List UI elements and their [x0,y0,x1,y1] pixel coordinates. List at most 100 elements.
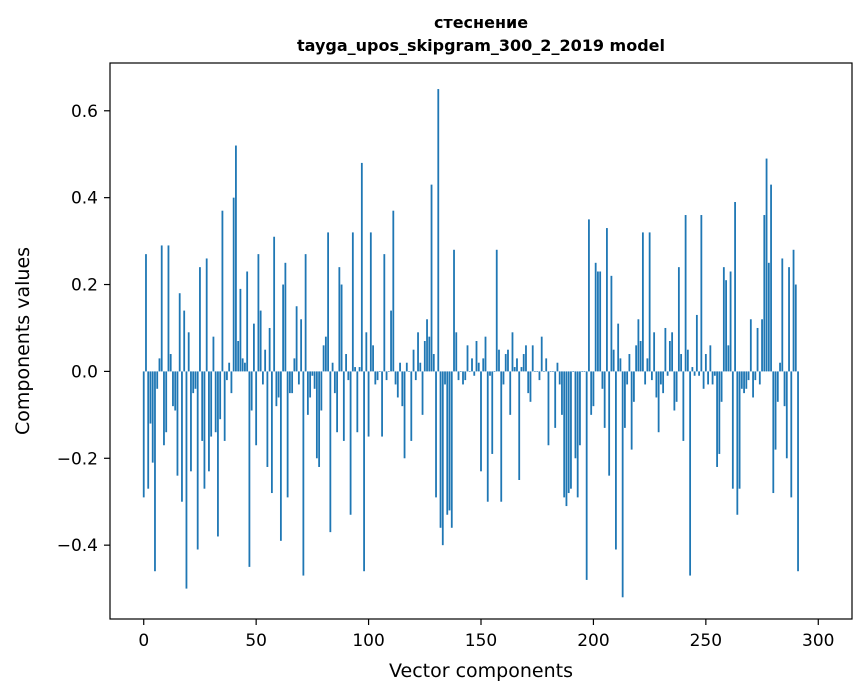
bar [475,341,478,372]
bar [720,371,723,402]
bar [322,345,325,372]
bar [190,371,192,472]
bar [239,288,242,372]
bar [794,284,797,372]
bar [376,371,379,381]
bar [790,371,793,498]
bar [644,371,647,385]
bar [653,332,656,372]
bar [473,371,476,376]
y-tick-label: 0.6 [71,102,98,122]
bar-series [142,89,799,598]
bar [745,371,748,389]
plot-frame [109,62,853,620]
bar [288,371,291,394]
bar [619,358,622,372]
bar [585,371,588,580]
bar [210,371,213,437]
bar [466,345,469,372]
bar [635,345,638,372]
bar [592,371,595,407]
bar [295,306,298,372]
x-tick-label: 300 [802,631,834,651]
bar [151,371,154,463]
bar [725,280,727,372]
bar [729,271,732,372]
chart-subtitle: tayga_upos_skipgram_300_2_2019 model [297,36,665,55]
bar [477,362,480,372]
bar [333,371,336,394]
y-axis-label: Components values [12,247,34,435]
bar [464,371,467,381]
y-tick-label: 0.2 [71,276,98,296]
bar [232,197,235,372]
bar [408,371,410,373]
bar [419,362,422,372]
x-tick-label: 250 [690,631,722,651]
bar [518,371,521,480]
bar [268,327,271,372]
bar [327,232,329,372]
bar [183,310,186,372]
bar [493,371,496,373]
bar [430,184,433,372]
bar [392,210,395,372]
bar [738,371,741,489]
bar [394,371,397,385]
bar [149,371,152,424]
bar [291,371,294,394]
bar [387,371,390,373]
bar [765,158,768,372]
bar [142,371,145,498]
bar [624,371,626,428]
bar [781,258,784,372]
bar [223,371,226,441]
bar [423,341,426,372]
bar [556,362,559,372]
bar [682,371,685,441]
bar [306,371,309,415]
bar [455,332,458,372]
bar [297,371,300,385]
bar [572,371,575,373]
x-tick-label: 100 [352,631,384,651]
bar [360,162,363,372]
bar [165,371,168,433]
bar [716,371,718,467]
y-tick-label: −0.4 [57,536,98,556]
bar [529,371,532,402]
bar [594,262,597,372]
x-tick-label: 200 [577,631,609,651]
bar [673,371,676,411]
bar [484,336,487,372]
bar [704,354,707,372]
bar [525,345,527,372]
bar [396,371,399,398]
bar [230,371,233,394]
bar [203,371,206,489]
bar [576,371,579,498]
bar [462,371,464,385]
bar [788,267,790,372]
bar [574,371,577,459]
x-tick-label: 50 [245,631,267,651]
bar [351,232,354,372]
bar [228,362,231,372]
bar [432,354,435,372]
bar [754,371,757,381]
bar [500,371,503,502]
bar [516,358,518,372]
bar [401,371,404,407]
bar [536,371,539,373]
bar [507,349,509,372]
bar [381,371,383,437]
bar [547,371,550,446]
bar [304,254,307,372]
bar [421,371,424,415]
bar [648,232,651,372]
bar [399,362,401,372]
bar [448,371,451,511]
bar [226,371,228,381]
bar [365,332,368,372]
